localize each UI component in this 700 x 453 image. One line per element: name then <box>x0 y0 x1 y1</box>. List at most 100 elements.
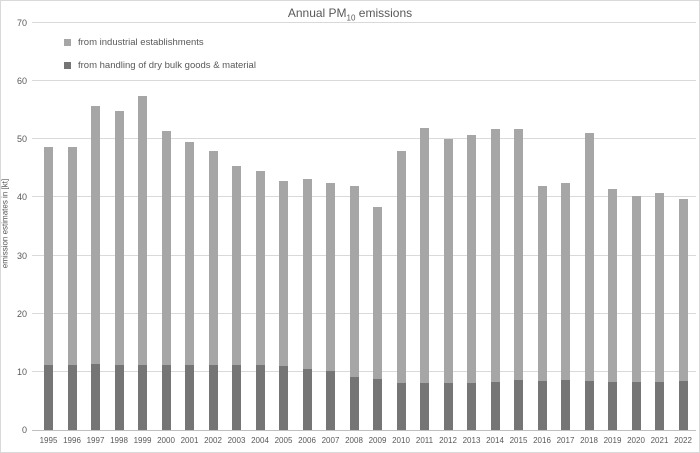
x-tick-label-2003: 2003 <box>227 436 246 445</box>
x-tick-label-2001: 2001 <box>180 436 199 445</box>
bar-1999-industrial <box>138 96 147 366</box>
x-tick-label-2002: 2002 <box>204 436 222 445</box>
bar-1995-industrial <box>44 146 53 366</box>
x-tick-label-1999: 1999 <box>133 436 152 445</box>
bar-2008-industrial <box>349 186 359 378</box>
bar-1998-industrial <box>114 110 124 365</box>
bar-2016-handling <box>537 381 547 430</box>
bar-1996-handling <box>67 364 77 430</box>
x-tick-label-2007: 2007 <box>321 436 340 445</box>
y-tick-label-30: 30 <box>16 250 27 261</box>
y-tick-label-10: 10 <box>16 366 27 377</box>
bar-2002-industrial <box>208 151 218 366</box>
bar-2001-industrial <box>185 141 194 365</box>
legend-label-handling: from handling of dry bulk goods & materi… <box>78 60 256 71</box>
legend-item-handling: from handling of dry bulk goods & materi… <box>64 60 256 71</box>
x-tick-label-2021: 2021 <box>650 436 669 445</box>
plot-area: from industrial establishments from hand… <box>17 18 696 445</box>
x-tick-label-1998: 1998 <box>110 436 128 445</box>
x-tick-label-1997: 1997 <box>86 436 105 445</box>
legend: from industrial establishments from hand… <box>64 37 256 83</box>
bar-2022-industrial <box>678 199 688 381</box>
bar-2006-industrial <box>302 178 312 369</box>
bar-2017-industrial <box>561 183 570 380</box>
gridline-60 <box>32 80 696 82</box>
bar-2018-handling <box>584 381 594 430</box>
legend-item-industrial: from industrial establishments <box>64 37 256 48</box>
x-tick-label-2009: 2009 <box>368 436 387 445</box>
bar-2008-handling <box>349 377 359 430</box>
bar-2020-handling <box>631 381 641 430</box>
x-tick-label-1995: 1995 <box>39 436 58 445</box>
bar-2004-industrial <box>255 170 265 366</box>
bar-1995-handling <box>44 365 53 430</box>
legend-marker-industrial-icon <box>64 39 71 46</box>
bar-2019-handling <box>608 381 617 430</box>
chart-title-suffix: emissions <box>355 6 413 20</box>
y-axis-title: emission estimates in [kt] <box>0 178 10 269</box>
legend-marker-handling-icon <box>64 62 71 69</box>
bar-2016-industrial <box>537 185 547 382</box>
bar-2013-industrial <box>467 134 476 383</box>
x-tick-label-2019: 2019 <box>603 436 622 445</box>
x-tick-label-2017: 2017 <box>556 436 575 445</box>
bar-2020-industrial <box>631 195 641 382</box>
gridline-20 <box>32 312 696 314</box>
bar-2015-handling <box>514 379 523 430</box>
y-tick-label-70: 70 <box>16 18 27 28</box>
x-tick-label-2008: 2008 <box>345 436 363 445</box>
chart-title: Annual PM10 emissions <box>1 6 699 22</box>
gridline-50 <box>32 138 696 140</box>
x-tick-label-2012: 2012 <box>439 436 457 445</box>
bar-2006-handling <box>302 368 312 430</box>
legend-label-industrial: from industrial establishments <box>78 37 204 48</box>
bar-1998-handling <box>114 364 124 430</box>
bar-2003-industrial <box>232 166 241 365</box>
bar-2005-industrial <box>279 180 288 367</box>
x-tick-label-2011: 2011 <box>415 436 434 445</box>
x-tick-label-2004: 2004 <box>251 436 269 445</box>
y-tick-label-50: 50 <box>16 134 27 145</box>
bar-2005-handling <box>279 366 288 430</box>
bar-2014-handling <box>490 382 500 430</box>
bar-1999-handling <box>138 365 147 430</box>
bar-2009-industrial <box>373 207 382 379</box>
bar-2021-handling <box>655 381 664 430</box>
y-tick-label-40: 40 <box>16 192 27 203</box>
x-axis-line <box>32 430 696 431</box>
y-tick-label-20: 20 <box>16 308 27 319</box>
x-tick-label-2000: 2000 <box>157 436 175 445</box>
bar-2003-handling <box>232 364 241 430</box>
chart-title-prefix: Annual PM <box>287 6 347 20</box>
bar-2011-handling <box>420 382 429 430</box>
y-tick-label-60: 60 <box>16 76 27 87</box>
x-tick-label-2015: 2015 <box>509 436 528 445</box>
gridline-10 <box>32 370 696 372</box>
bar-2000-handling <box>161 365 171 430</box>
bar-2009-handling <box>373 378 382 430</box>
chart-title-subscript: 10 <box>346 13 356 23</box>
bar-2014-industrial <box>490 129 500 383</box>
bar-2019-industrial <box>608 188 617 382</box>
bar-2007-handling <box>326 371 335 430</box>
bar-2017-handling <box>561 379 570 430</box>
y-tick-label-0: 0 <box>21 425 27 435</box>
x-tick-label-2013: 2013 <box>462 436 481 445</box>
x-tick-label-2010: 2010 <box>392 436 410 445</box>
gridline-30 <box>32 254 696 256</box>
bar-2012-industrial <box>443 139 453 383</box>
bar-1997-handling <box>91 364 100 430</box>
gridline-70 <box>32 22 696 23</box>
bar-2010-industrial <box>396 151 406 384</box>
bar-2007-industrial <box>326 182 335 372</box>
bar-2002-handling <box>208 365 218 430</box>
x-tick-label-2020: 2020 <box>627 436 645 445</box>
x-tick-label-2016: 2016 <box>533 436 551 445</box>
bar-2012-handling <box>443 382 453 430</box>
bar-1997-industrial <box>91 106 100 365</box>
bar-2011-industrial <box>420 127 429 383</box>
x-tick-label-2022: 2022 <box>674 436 692 445</box>
bar-2022-handling <box>678 380 688 430</box>
bar-2013-handling <box>467 382 476 430</box>
x-tick-label-2014: 2014 <box>486 436 504 445</box>
